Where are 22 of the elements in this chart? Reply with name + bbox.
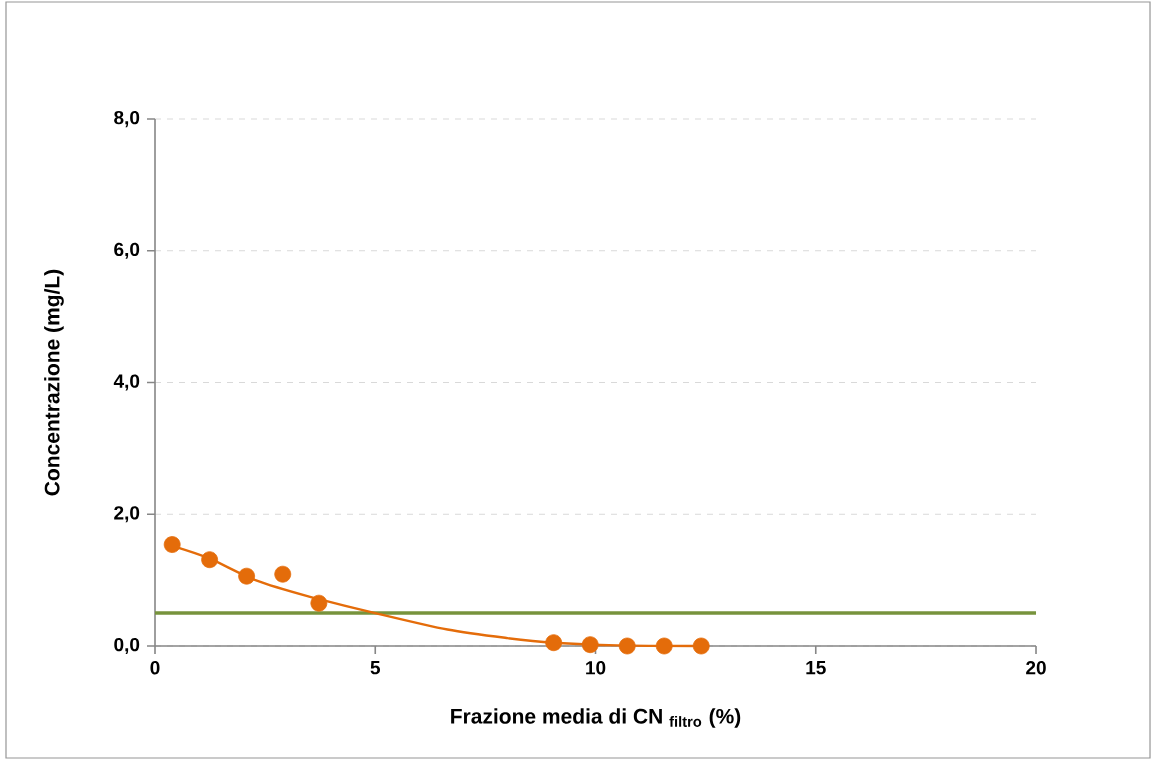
x-tick-label: 15 (806, 661, 826, 675)
y-tick-label: 6,0 (114, 242, 140, 259)
x-tick-label: 20 (1026, 661, 1046, 675)
x-tick-label: 5 (370, 661, 381, 675)
y-tick-label: 2,0 (114, 506, 140, 523)
point (238, 567, 256, 585)
x-tick-label: 0 (150, 661, 160, 675)
point (545, 634, 563, 652)
y-axis-title: Concentrazione (mg/L) (44, 269, 64, 496)
point (163, 536, 181, 553)
point (618, 637, 636, 655)
y-tick-label: 8,0 (114, 110, 140, 128)
y-tick-label: 4,0 (113, 374, 140, 391)
point (274, 565, 292, 583)
point (655, 637, 673, 655)
x-axis-title: Frazione media di CN $_{filtro}$ (%) (451, 708, 741, 728)
point (692, 637, 710, 655)
point (581, 636, 599, 654)
x-tick-label: 10 (586, 661, 606, 675)
point (310, 594, 328, 612)
point (201, 551, 219, 569)
y-tick-label: 0,0 (114, 637, 140, 655)
